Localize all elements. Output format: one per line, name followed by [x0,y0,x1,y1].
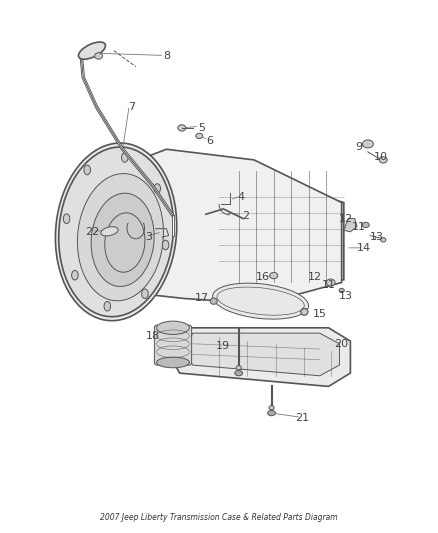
Text: 19: 19 [216,342,230,351]
Text: 3: 3 [145,232,152,242]
Text: 14: 14 [357,243,371,253]
Text: 2007 Jeep Liberty Transmission Case & Related Parts Diagram: 2007 Jeep Liberty Transmission Case & Re… [100,513,338,522]
Ellipse shape [362,140,373,148]
Text: 5: 5 [198,123,205,133]
Text: 9: 9 [356,142,363,151]
Ellipse shape [196,133,203,139]
FancyBboxPatch shape [154,325,192,365]
Ellipse shape [78,42,106,59]
Ellipse shape [236,366,241,370]
Ellipse shape [121,152,128,162]
Ellipse shape [95,53,102,59]
Text: 8: 8 [163,51,170,61]
Ellipse shape [178,125,186,131]
Text: 11: 11 [321,280,336,290]
Ellipse shape [270,272,278,279]
Ellipse shape [379,157,387,163]
Text: 15: 15 [313,310,327,319]
Ellipse shape [84,165,91,175]
Ellipse shape [91,193,154,287]
Ellipse shape [162,240,169,250]
Text: 6: 6 [207,136,214,146]
Text: 11: 11 [352,222,366,231]
Ellipse shape [362,222,369,228]
Ellipse shape [268,410,276,416]
Ellipse shape [72,270,78,280]
Ellipse shape [301,308,308,315]
Text: 22: 22 [85,227,99,237]
Ellipse shape [104,302,111,311]
Ellipse shape [157,321,190,335]
Ellipse shape [56,143,177,321]
Text: 16: 16 [256,272,270,282]
Polygon shape [79,149,342,304]
Text: 7: 7 [128,102,135,111]
Text: 12: 12 [308,272,322,282]
Ellipse shape [381,238,386,242]
Ellipse shape [78,174,163,301]
Text: 4: 4 [237,192,244,202]
Text: 18: 18 [146,331,160,341]
Ellipse shape [339,288,344,293]
Ellipse shape [154,184,160,193]
Text: 10: 10 [374,152,388,162]
Ellipse shape [101,227,118,236]
Ellipse shape [157,357,190,368]
Ellipse shape [269,406,274,410]
Text: 20: 20 [335,339,349,349]
Polygon shape [219,168,344,284]
Text: 13: 13 [339,291,353,301]
Ellipse shape [235,370,243,376]
Ellipse shape [141,289,148,298]
Polygon shape [184,333,339,376]
Ellipse shape [59,147,173,317]
Polygon shape [344,219,357,232]
Text: 12: 12 [339,214,353,223]
Ellipse shape [326,279,335,286]
Text: 21: 21 [295,414,309,423]
Ellipse shape [63,214,70,223]
Text: 17: 17 [194,294,208,303]
Ellipse shape [210,298,217,304]
Text: 2: 2 [242,211,249,221]
Text: 13: 13 [370,232,384,242]
Ellipse shape [212,283,309,319]
Polygon shape [166,328,350,386]
